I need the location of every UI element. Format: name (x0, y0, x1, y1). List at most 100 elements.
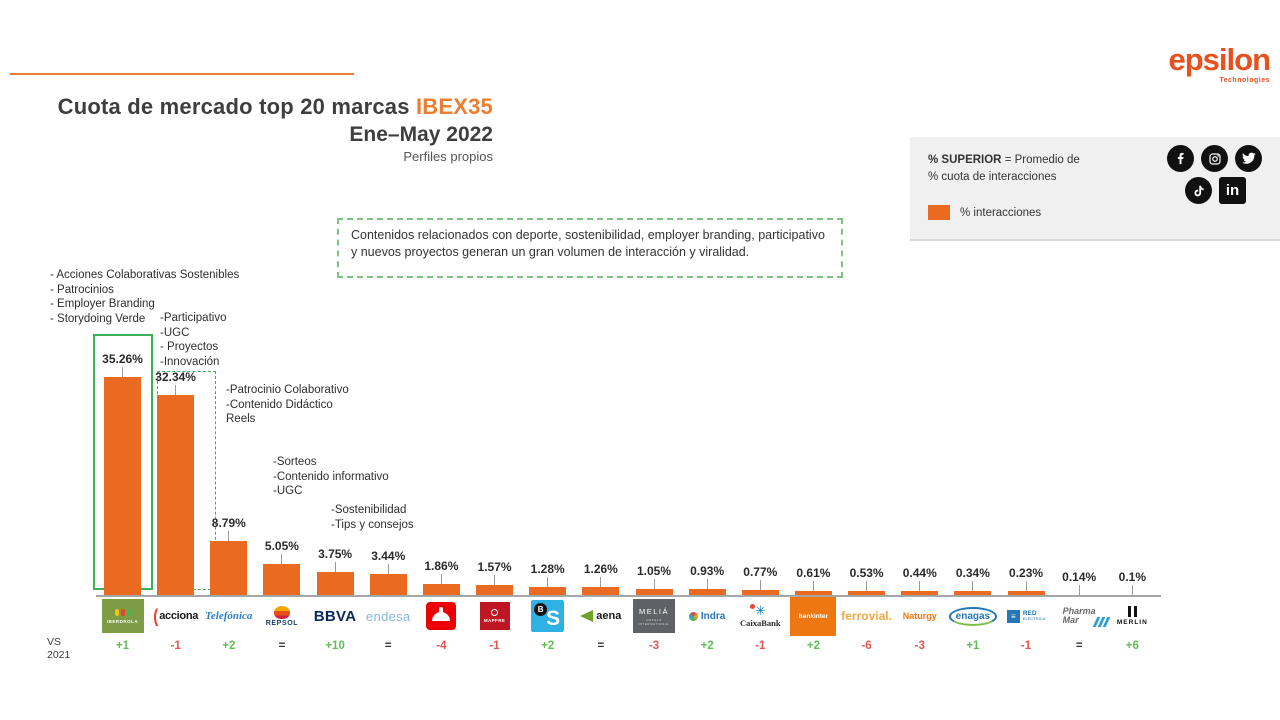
annotation-line: -Contenido Didáctico (226, 398, 333, 411)
annotation-line: -Sostenibilidad (331, 504, 407, 516)
bar-endesa (369, 573, 407, 595)
value-label-ferrovial: 0.53% (849, 566, 884, 580)
annotation-bbva-topics: -Sostenibilidad -Tips y consejos (331, 504, 414, 533)
epsilon-logo: epsilon Technologies (1168, 42, 1271, 84)
bar-aena (582, 587, 620, 595)
annotation-line: -UGC (160, 326, 190, 339)
bar-indra (688, 589, 726, 595)
annotation-telefonica-topics: -Patrocinio Colaborativo -Contenido Didác… (226, 384, 349, 428)
interactions-swatch-label: % interacciones (960, 207, 1042, 219)
interactions-swatch (928, 205, 950, 220)
legend-explanation: % SUPERIOR = Promedio de % cuota de inte… (928, 154, 1080, 183)
annotation-line: -Patrocinio Colaborativo (226, 384, 349, 396)
x-axis-line (96, 595, 1161, 597)
value-leader-line (972, 581, 974, 591)
bar-banco-sabadell (529, 587, 567, 595)
bar-bankinter (794, 591, 832, 595)
aena-logo: aena (574, 598, 627, 634)
bar-column-aena: 1.26% aena = (574, 340, 627, 670)
iberdrola-logo: IBERDROLA (96, 598, 149, 634)
annotation-line: -Contenido informativo (273, 470, 389, 483)
value-leader-line (866, 581, 868, 591)
vs-2021-red-electrica: -1 (1020, 640, 1032, 652)
bar-column-bankinter: 0.61% bankinter +2 (787, 340, 840, 670)
caixabank-logo: ✳ CaixaBank (739, 603, 781, 628)
value-label-acciona: 32.34% (155, 370, 196, 384)
acciona-logo: (acciona (153, 605, 199, 627)
vs-2021-bbva: +10 (325, 640, 345, 652)
value-label-aena: 1.26% (583, 562, 618, 577)
title-line-2: Ene–May 2022 (349, 123, 493, 146)
bar-column-melia: 1.05% MELIÁ HOTELS INTERNATIONAL -3 (628, 340, 681, 670)
value-leader-line (122, 367, 123, 377)
value-leader-line (706, 579, 708, 590)
twitter-icon (1235, 145, 1262, 172)
bar-red-electrica (1007, 591, 1045, 595)
bar-column-banco-sabadell: 1.28% B S +2 (521, 340, 574, 670)
value-leader-line (812, 581, 814, 591)
annotation-line: -Innovación (160, 355, 220, 368)
vs-2021-endesa: = (384, 640, 392, 652)
bar-column-endesa: 3.44% endesa = (362, 340, 415, 670)
page-title: Cuota de mercado top 20 marcas IBEX35 En… (58, 94, 493, 164)
merlin-logo: MERLIN (1106, 598, 1159, 634)
bar-melia (635, 588, 673, 595)
value-leader-line (547, 577, 549, 588)
endesa-logo: endesa (366, 608, 411, 624)
naturgy-logo: Naturgy (902, 611, 937, 621)
bar-telefonica (210, 540, 248, 595)
vs-2021-pharmamar: = (1075, 640, 1083, 652)
value-label-enagas: 0.34% (955, 566, 990, 580)
bar-acciona (157, 395, 195, 595)
annotation-line: - Proyectos (160, 341, 219, 354)
legend-panel: % SUPERIOR = Promedio de % cuota de inte… (910, 137, 1280, 241)
annotation-line: -Sorteos (273, 456, 317, 468)
callout-box: Contenidos relacionados con deporte, sos… (337, 218, 843, 278)
value-label-repsol: 5.05% (264, 538, 299, 553)
value-label-melia: 1.05% (636, 563, 672, 578)
indra-logo: Indra (681, 598, 734, 634)
social-icons-row-2: in (1185, 177, 1246, 204)
bbva-logo: BBVA (313, 607, 357, 625)
annotation-line: - Storydoing Verde (50, 312, 146, 325)
value-label-mapfre: 1.57% (477, 560, 512, 575)
vs-2021-indra: +2 (700, 640, 714, 652)
bar-column-mapfre: 1.57% MAPFRE -1 (468, 340, 521, 670)
vs-2021-melia: -3 (648, 640, 660, 652)
annotation-iberdrola-topics: - Acciones Colaborativas Sostenibles - Pa… (50, 269, 239, 327)
bar-repsol (263, 563, 301, 595)
vs-2021-acciona: -1 (170, 640, 181, 652)
enagas-logo: enagas (946, 598, 999, 634)
bar-santander (422, 583, 460, 595)
santander-logo (415, 598, 468, 634)
bar-ferrovial (848, 591, 886, 595)
value-label-red-electrica: 0.23% (1009, 566, 1044, 580)
bar-enagas (954, 591, 992, 595)
value-label-caixabank: 0.77% (743, 565, 778, 580)
value-label-bbva: 3.75% (318, 546, 353, 561)
annotation-line: -UGC (273, 485, 303, 498)
value-leader-line (919, 581, 921, 591)
epsilon-logo-word: epsilon (1168, 42, 1271, 77)
title-highlight: IBEX35 (415, 94, 493, 119)
accent-line (10, 73, 354, 75)
value-leader-line (653, 578, 655, 589)
bar-column-santander: 1.86% -4 (415, 340, 468, 670)
value-leader-line (387, 563, 389, 574)
bar-column-acciona: 32.34% (acciona -1 (149, 340, 202, 670)
vs-2021-banco-sabadell: +2 (541, 640, 555, 652)
annotation-line: - Acciones Colaborativas Sostenibles (50, 269, 240, 281)
bar-column-ferrovial: 0.53% ferrovial. -6 (840, 340, 893, 670)
value-leader-line (175, 385, 177, 395)
vs-2021-naturgy: -3 (914, 640, 925, 652)
value-leader-line (440, 573, 442, 584)
epsilon-logo-sub: Technologies (1219, 77, 1270, 84)
vs-2021-mapfre: -1 (489, 640, 500, 652)
title-line-1: Cuota de mercado top 20 marcas IBEX35 (57, 94, 493, 119)
vs-2021-repsol: = (278, 640, 286, 652)
value-leader-line (281, 553, 283, 564)
vs-2021-aena: = (597, 640, 605, 652)
tiktok-icon (1185, 177, 1212, 204)
vs-2021-bankinter: +2 (806, 640, 820, 652)
